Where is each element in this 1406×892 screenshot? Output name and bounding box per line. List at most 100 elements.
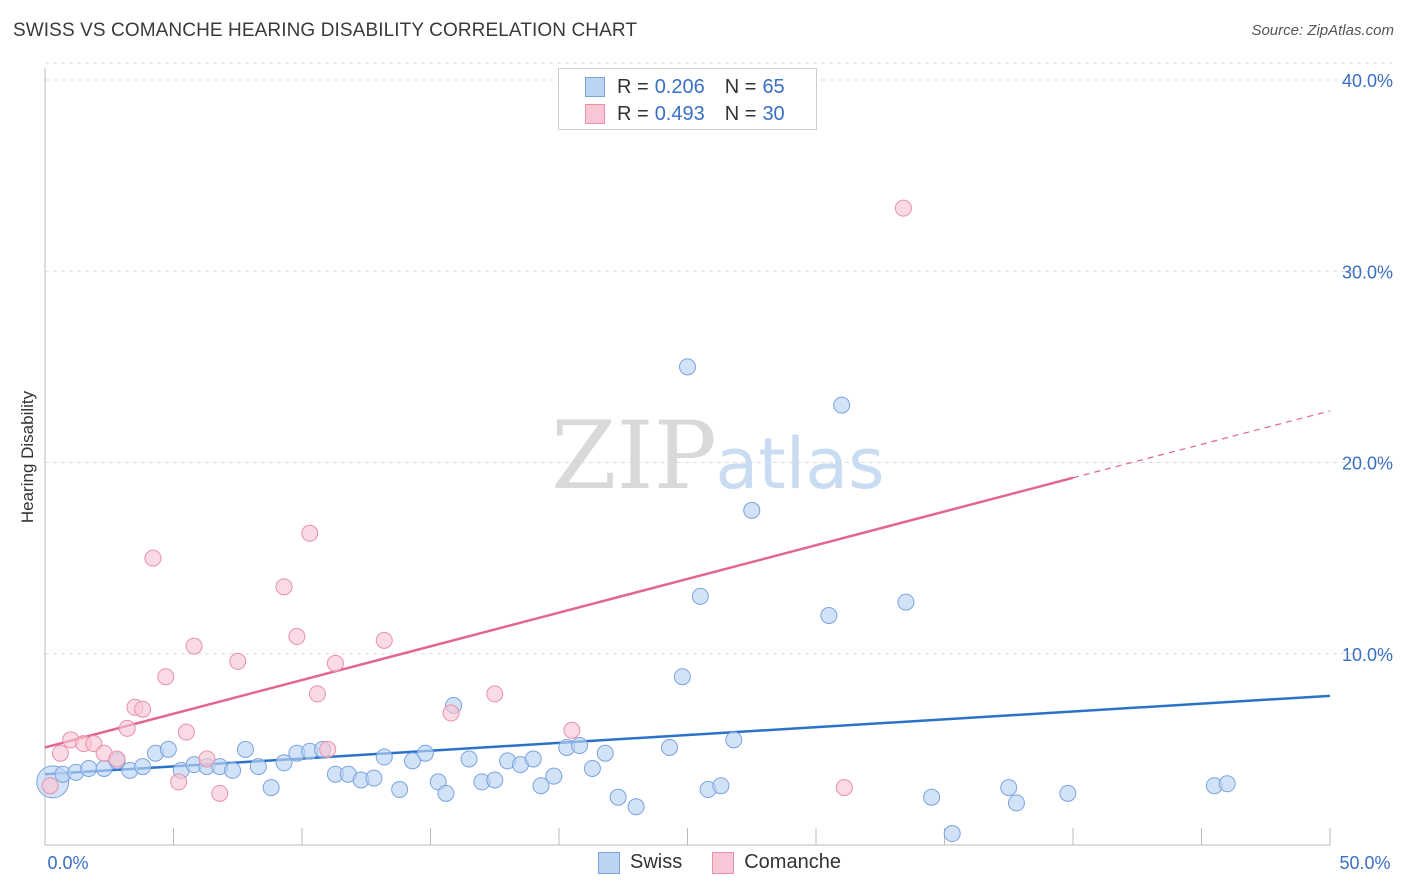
swiss-point: [1000, 779, 1018, 797]
grid-layer: [45, 62, 1392, 655]
swiss-n-label: N =: [724, 75, 757, 98]
y-tick-label: 30.0%: [1342, 262, 1393, 282]
swiss-point: [416, 744, 434, 762]
comanche-point: [301, 524, 319, 542]
swiss-point: [943, 825, 961, 843]
swiss-point: [486, 771, 504, 789]
swiss-r-label: R =: [617, 75, 649, 98]
swiss-point: [532, 777, 550, 795]
swiss-point: [609, 788, 627, 806]
swiss-point: [1059, 784, 1077, 802]
comanche-point: [198, 750, 216, 768]
comanche-point: [835, 779, 853, 797]
comanche-trend-extension: [1072, 410, 1331, 479]
swiss-point: [437, 784, 455, 802]
comanche-point: [375, 631, 393, 649]
comanche-point: [177, 723, 195, 741]
swiss-point: [249, 758, 267, 776]
series-legend: Swiss Comanche: [598, 851, 871, 874]
label-layer: 10.0% 20.0% 30.0% 40.0% 0.0% 50.0% Hearing Dis…: [18, 71, 1393, 873]
series-legend-swiss: Swiss: [598, 851, 682, 874]
comanche-point: [288, 628, 306, 646]
swiss-point: [743, 501, 761, 519]
comanche-point: [108, 750, 126, 768]
swiss-point: [275, 754, 293, 772]
swiss-legend-swatch: [598, 851, 620, 874]
comanche-swatch: [585, 104, 605, 124]
swiss-point: [159, 740, 177, 758]
swiss-point: [1007, 794, 1025, 812]
swiss-point: [691, 587, 709, 605]
swiss-point: [725, 731, 743, 749]
watermark-atlas: atlas: [715, 423, 884, 505]
comanche-legend-swatch: [712, 851, 735, 874]
swiss-point: [571, 737, 589, 755]
axis-layer: [44, 68, 1331, 846]
swiss-swatch: [585, 77, 605, 97]
swiss-point: [404, 752, 422, 770]
swiss-point: [712, 777, 730, 795]
comanche-point: [229, 652, 247, 670]
swiss-point: [673, 668, 691, 686]
swiss-point: [545, 767, 563, 785]
correlation-legend: R = 0.206 N = 65 R = 0.493 N = 30: [558, 68, 817, 130]
swiss-point: [923, 788, 941, 806]
x-tick-label-max: 50.0%: [1339, 853, 1390, 873]
chart-title: SWISS VS COMANCHE HEARING DISABILITY COR…: [13, 20, 638, 41]
comanche-point: [211, 784, 229, 802]
swiss-r-value: 0.206: [654, 75, 705, 98]
swiss-point: [897, 593, 915, 611]
watermark-zip: ZIP: [551, 402, 717, 511]
comanche-point: [326, 654, 344, 672]
comanche-r-value: 0.493: [654, 102, 705, 125]
swiss-legend-label: Swiss: [630, 851, 683, 873]
comanche-point: [275, 578, 293, 596]
swiss-point: [365, 769, 383, 787]
swiss-point: [224, 761, 242, 779]
swiss-point: [134, 758, 152, 776]
y-tick-label: 10.0%: [1342, 645, 1393, 665]
x-tick-label-min: 0.0%: [47, 853, 88, 873]
y-tick-label: 20.0%: [1342, 454, 1393, 474]
comanche-point: [319, 740, 337, 758]
swiss-point: [375, 748, 393, 766]
comanche-point: [185, 637, 203, 655]
legend-row-comanche: R = 0.493 N = 30: [585, 102, 785, 126]
swiss-point: [627, 798, 645, 816]
comanche-trend-line: [44, 476, 1074, 749]
swiss-point: [820, 607, 838, 624]
swiss-trend-line: [44, 694, 1331, 776]
swiss-point: [460, 750, 478, 768]
comanche-point: [170, 773, 188, 791]
legend-row-swiss: R = 0.206 N = 65: [585, 75, 785, 99]
swiss-point: [236, 740, 254, 758]
comanche-point: [563, 721, 581, 739]
comanche-legend-label: Comanche: [744, 851, 841, 873]
comanche-point: [51, 744, 69, 762]
watermark: ZIP atlas: [551, 402, 884, 511]
y-axis-title: Hearing Disability: [18, 390, 37, 523]
points-layer: [36, 199, 1236, 843]
comanche-r-label: R =: [617, 102, 649, 125]
comanche-n-label: N =: [724, 102, 757, 125]
comanche-point: [486, 685, 504, 703]
comanche-point: [157, 668, 175, 686]
comanche-n-value: 30: [762, 102, 785, 125]
comanche-point: [118, 719, 136, 737]
swiss-point: [679, 358, 696, 376]
comanche-point: [308, 685, 326, 703]
swiss-point: [80, 760, 98, 777]
swiss-point: [661, 738, 679, 756]
comanche-point: [134, 700, 152, 718]
series-legend-comanche: Comanche: [712, 851, 841, 874]
comanche-point: [41, 777, 59, 795]
y-tick-label: 40.0%: [1342, 71, 1393, 91]
comanche-point: [442, 704, 460, 722]
swiss-n-value: 65: [762, 75, 785, 98]
swiss-point: [1218, 775, 1236, 793]
comanche-point: [894, 199, 912, 217]
swiss-point: [596, 744, 614, 762]
swiss-point: [583, 760, 601, 777]
swiss-point: [524, 750, 542, 768]
